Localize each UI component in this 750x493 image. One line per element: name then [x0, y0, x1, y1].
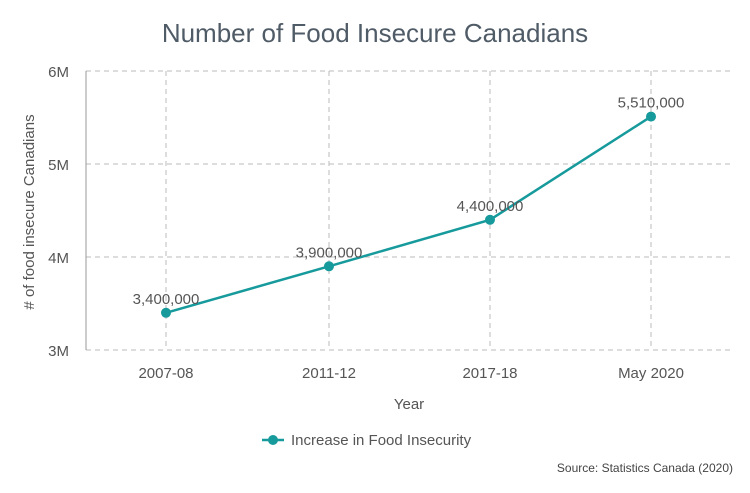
data-label: 5,510,000	[618, 95, 685, 112]
x-tick-label: 2017-18	[462, 365, 517, 382]
legend[interactable]: Increase in Food Insecurity	[262, 432, 472, 449]
data-label: 3,400,000	[133, 291, 200, 308]
series-line	[165, 115, 652, 315]
y-tick-label: 6M	[48, 64, 69, 81]
data-point[interactable]	[324, 261, 334, 272]
data-point[interactable]	[646, 111, 656, 122]
y-tick-label: 3M	[48, 343, 69, 360]
x-tick-label: 2007-08	[138, 365, 193, 382]
y-axis-label: # of food insecure Canadians	[21, 114, 38, 309]
source-note: Source: Statistics Canada (2020)	[557, 461, 733, 475]
data-point[interactable]	[161, 307, 171, 318]
legend-entry-label: Increase in Food Insecurity	[291, 432, 472, 449]
data-label: 3,900,000	[296, 244, 363, 261]
data-labels: 3,400,000 3,900,000 4,400,000 5,510,000	[133, 95, 685, 308]
series-layer	[161, 111, 656, 318]
data-label: 4,400,000	[457, 198, 524, 215]
y-tick-label: 4M	[48, 250, 69, 267]
x-axis-label: Year	[394, 396, 424, 413]
legend-dot-marker	[268, 435, 278, 445]
y-tick-label: 5M	[48, 157, 69, 174]
x-tick-label: May 2020	[618, 365, 684, 382]
chart-title: Number of Food Insecure Canadians	[162, 18, 588, 48]
x-axis-ticks: 2007-08 2011-12 2017-18 May 2020	[138, 365, 683, 382]
y-axis-ticks: 3M 4M 5M 6M	[48, 64, 69, 360]
x-tick-label: 2011-12	[302, 365, 356, 382]
data-point[interactable]	[485, 214, 495, 225]
